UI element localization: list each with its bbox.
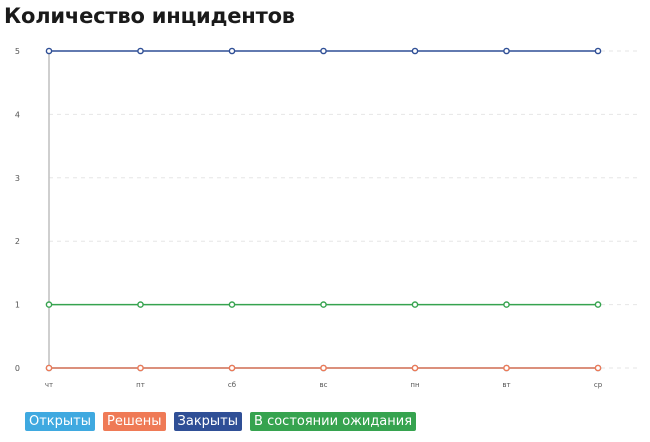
y-tick-label: 4 <box>15 110 20 119</box>
legend-item-closed[interactable]: Закрыты <box>173 412 243 431</box>
legend-item-open[interactable]: Открыты <box>25 412 96 431</box>
data-point <box>503 364 510 372</box>
data-point <box>137 301 144 308</box>
y-tick-label: 3 <box>15 174 20 183</box>
data-point <box>45 47 53 55</box>
data-point <box>320 301 327 308</box>
x-tick-label: ср <box>594 381 603 389</box>
y-tick-label: 5 <box>15 47 20 56</box>
data-point <box>320 47 327 55</box>
data-point <box>503 301 510 308</box>
data-point <box>411 47 419 55</box>
data-point <box>137 364 144 372</box>
x-tick-label: чт <box>45 381 53 389</box>
chart-title: Количество инцидентов <box>4 4 295 28</box>
x-tick-label: вс <box>320 381 328 389</box>
x-tick-label: сб <box>228 381 236 389</box>
data-point <box>594 301 602 308</box>
chart-legend: Открыты Решены Закрыты В состоянии ожида… <box>25 412 417 431</box>
x-tick-label: пн <box>410 381 419 389</box>
data-point <box>45 301 53 308</box>
data-point <box>503 47 510 55</box>
x-tick-label: пт <box>136 381 145 389</box>
legend-item-waiting[interactable]: В состоянии ожидания <box>250 412 417 431</box>
data-point <box>594 47 602 55</box>
data-point <box>228 47 236 55</box>
y-tick-label: 1 <box>15 301 20 310</box>
data-point <box>228 364 236 372</box>
data-point <box>137 47 144 55</box>
data-point <box>228 301 236 308</box>
y-tick-label: 2 <box>15 237 20 246</box>
data-point <box>594 364 602 372</box>
data-point <box>320 364 327 372</box>
y-tick-label: 0 <box>15 364 20 373</box>
line-chart: 0 1 2 3 4 5 чт пт сб вс пн вт ср <box>15 47 640 389</box>
data-point <box>45 364 53 372</box>
data-point <box>411 301 419 308</box>
legend-item-resolved[interactable]: Решены <box>103 412 166 431</box>
x-tick-label: вт <box>502 381 510 389</box>
data-point <box>411 364 419 372</box>
